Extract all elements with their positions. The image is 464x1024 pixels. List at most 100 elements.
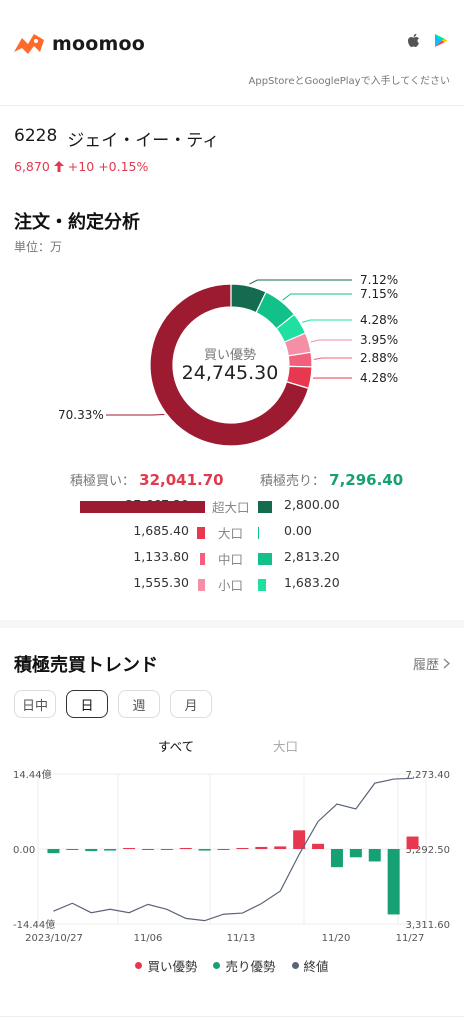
donut-center-value: 24,745.30 [181,362,279,384]
donut-leader-sell-medium [302,319,352,323]
legend-buy-label: 買い優勢 [147,959,198,974]
footer-divider [0,1016,464,1017]
trend-bar [255,846,268,849]
donut-label-buy-large: 4.28% [360,371,398,385]
y-left-tick: 14.44億 [13,768,52,781]
period-tabs: 日中 日 週 月 [14,690,212,718]
stock-info: 6228 ジェイ・イー・ティ 6,870 +10 +0.15% [14,126,219,174]
stock-name: ジェイ・イー・ティ [67,131,220,151]
donut-label-buy-medium: 2.88% [360,351,398,365]
stock-change: +10 [67,159,95,174]
sub-tab-all[interactable]: すべて [158,739,195,754]
flow-buy-bar [80,501,205,513]
flow-size-label: 小口 [218,578,244,593]
donut-label-sell-super-large: 7.12% [360,273,398,287]
flow-buy-value: 1,555.30 [133,575,189,590]
flow-sell-bar [258,527,259,539]
sub-tab-large[interactable]: 大口 [273,739,299,754]
close-price-line [53,777,413,922]
buy-total-label: 積極買い： [70,474,136,489]
y-right-tick: 7,273.40 [405,770,450,781]
history-link[interactable]: 履歴 [413,654,450,673]
up-arrow-icon [53,161,64,172]
moomoo-logo-icon [14,34,44,54]
tab-week[interactable]: 週 [118,690,160,718]
x-tick: 2023/10/27 [25,933,83,944]
trend-bar [123,848,136,849]
legend-sell-dot [213,962,221,969]
stock-price: 6,870 [14,159,50,174]
donut-leader-buy-medium [313,357,352,360]
legend-close: 終値 [291,956,329,975]
trend-bar [141,849,154,850]
donut-leader-sell-super-large [249,279,352,285]
order-analysis-donut: 7.12%7.15% 4.28% 3.95% 2.88% 4.28% 70.33% [58,273,398,447]
trend-bar [312,843,325,849]
donut-label-sell-medium: 4.28% [360,313,398,327]
apple-icon[interactable] [407,33,420,48]
store-note: AppStoreとGooglePlayで入手してください [248,76,451,87]
trend-bar [198,849,211,851]
buy-total-value: 32,041.70 [139,471,224,489]
trend-bar [387,849,400,915]
spacer [0,190,464,191]
tab-intraday[interactable]: 日中 [14,690,56,718]
y-right-tick: 5,292.50 [405,845,450,856]
flow-sell-bar [258,553,272,565]
sell-total-label: 積極売り： [260,474,326,489]
y-left-tick: -14.44億 [13,918,55,931]
chart-legend: 買い優勢 売り優勢 終値 [0,956,464,975]
donut-center-label: 買い優勢 [203,348,256,363]
x-tick: 11/13 [227,933,256,944]
sell-total-value: 7,296.40 [329,471,404,489]
buy-total: 積極買い： 32,041.70 [70,470,224,489]
flow-row: 27,667.20超大口2,800.00 [0,497,464,517]
flow-buy-value: 1,133.80 [133,549,189,564]
trend-bar [179,848,192,849]
trend-bar [293,830,306,849]
flow-buy-value: 1,685.40 [133,523,189,538]
trend-bar [368,849,381,862]
legend-buy: 買い優勢 [135,956,197,975]
flow-row: 1,133.80 中口 2,813.20 [0,549,464,569]
flow-row: 1,555.30 小口 1,683.20 [0,575,464,595]
stock-code: 6228 [14,126,58,146]
trend-bar [406,836,419,849]
donut-label-buy-small: 3.95% [360,333,398,347]
legend-sell-label: 売り優勢 [225,959,276,974]
flow-size-label: 大口 [218,526,244,541]
flow-sell-bar [258,501,272,513]
stock-price-row: 6,870 +10 +0.15% [14,159,219,174]
trend-bar [66,849,79,850]
tab-month[interactable]: 月 [170,690,212,718]
flow-sell-value: 0.00 [284,523,312,538]
brand-name: moomoo [52,33,146,55]
history-label: 履歴 [412,658,439,673]
flow-sell-value: 2,813.20 [284,549,340,564]
y-right-tick: 3,311.60 [405,920,450,931]
trend-bar [160,849,173,850]
google-play-icon[interactable] [434,33,448,48]
flow-buy-bar [197,527,205,539]
flow-sell-bar [258,579,267,591]
trend-bar [236,848,249,849]
donut-leader-sell-large [282,293,352,301]
flow-sell-value: 1,683.20 [284,575,340,590]
flow-sell-value: 2,800.00 [284,497,340,512]
section-divider [0,620,464,628]
flow-buy-bar [199,553,205,565]
flow-buy-bar [197,579,205,591]
x-tick: 11/20 [322,933,351,944]
trend-bar [217,849,230,850]
donut-label-sell-large: 7.15% [360,287,398,301]
legend-buy-dot [135,962,143,969]
trend-bar [47,849,60,854]
donut-leader-buy-small [310,339,352,343]
legend-close-label: 終値 [303,959,329,974]
legend-close-dot [291,962,299,969]
trend-bar [104,849,117,851]
trend-bar [349,849,362,858]
flow-size-label: 中口 [218,552,244,567]
brand-logo[interactable]: moomoo [12,30,145,58]
tab-day[interactable]: 日 [66,690,108,718]
